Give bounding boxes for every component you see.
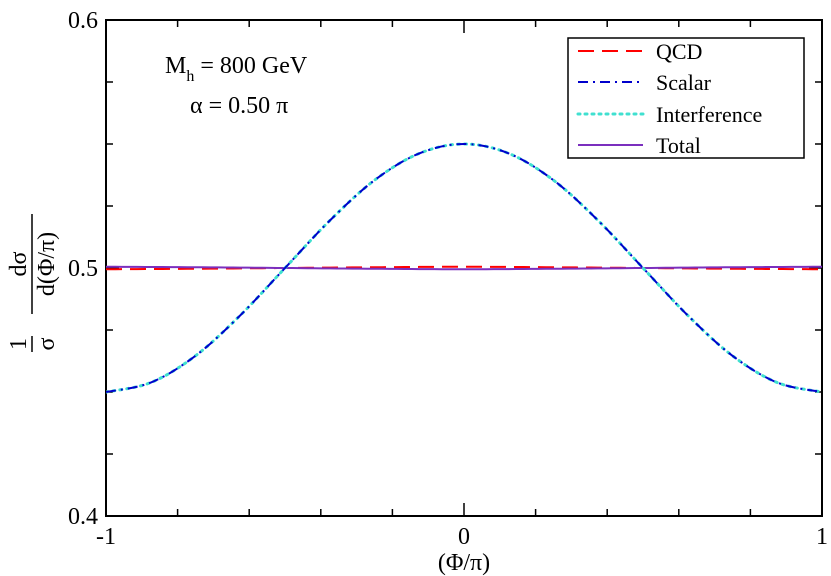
y-axis-title-frac-den: d(Φ/π) <box>34 232 60 296</box>
legend-label-total: Total <box>656 133 701 158</box>
series-line-total <box>106 265 822 271</box>
legend-label-qcd: QCD <box>656 39 702 64</box>
y-tick-label-max: 0.6 <box>68 8 98 34</box>
legend-box <box>567 37 805 159</box>
x-tick-label-min: -1 <box>96 524 116 550</box>
series-layer <box>106 142 822 394</box>
y-axis-title-prefix-num: 1 <box>6 338 32 350</box>
y-axis-title-frac-num: dσ <box>6 251 32 276</box>
y-axis-title: 1 σ dσ d(Φ/π) <box>6 214 60 352</box>
x-tick-label-mid: 0 <box>458 524 470 550</box>
legend-label-scalar: Scalar <box>656 70 712 95</box>
series-line-scalar <box>106 142 822 393</box>
annotation-alpha: α = 0.50 π <box>190 93 288 119</box>
x-tick-label-max: 1 <box>816 524 828 550</box>
y-axis-title-prefix-den: σ <box>34 337 60 350</box>
annotation-mass: Mh = 800 GeV <box>165 53 308 85</box>
y-tick-label-mid: 0.5 <box>68 256 98 282</box>
y-tick-label-min: 0.4 <box>68 504 98 530</box>
legend: QCD Scalar Interference Total <box>567 37 805 159</box>
x-axis-title: (Φ/π) <box>438 550 490 576</box>
legend-label-interference: Interference <box>656 102 762 127</box>
axis-ticks <box>105 19 823 517</box>
